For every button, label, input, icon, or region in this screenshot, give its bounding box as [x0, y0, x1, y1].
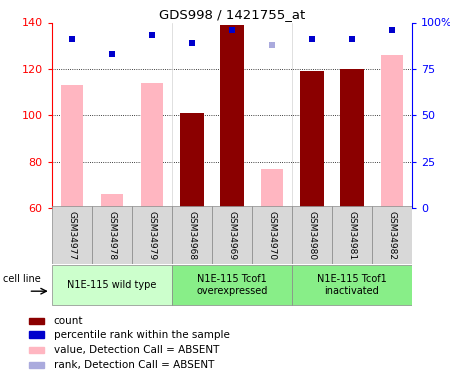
- Text: GSM34980: GSM34980: [307, 211, 316, 260]
- Bar: [29, 318, 45, 324]
- Text: GSM34982: GSM34982: [387, 211, 396, 260]
- Text: GSM34981: GSM34981: [347, 211, 356, 260]
- Text: value, Detection Call = ABSENT: value, Detection Call = ABSENT: [54, 345, 219, 355]
- Text: count: count: [54, 316, 83, 326]
- Bar: [52, 265, 172, 305]
- Bar: [332, 206, 372, 264]
- Bar: [92, 206, 132, 264]
- Bar: [101, 194, 123, 208]
- Bar: [29, 332, 45, 338]
- Bar: [300, 71, 324, 208]
- Bar: [29, 346, 45, 353]
- Text: GSM34979: GSM34979: [147, 211, 156, 260]
- Bar: [252, 206, 292, 264]
- Bar: [172, 206, 212, 264]
- Bar: [52, 206, 92, 264]
- Bar: [220, 25, 244, 208]
- Bar: [261, 169, 283, 208]
- Text: GSM34969: GSM34969: [227, 211, 236, 260]
- Text: GSM34978: GSM34978: [107, 211, 116, 260]
- Bar: [141, 83, 163, 208]
- Text: N1E-115 wild type: N1E-115 wild type: [67, 280, 157, 290]
- Bar: [212, 206, 252, 264]
- Bar: [292, 265, 412, 305]
- Text: N1E-115 Tcof1
overexpressed: N1E-115 Tcof1 overexpressed: [196, 274, 267, 296]
- Bar: [172, 265, 292, 305]
- Bar: [292, 206, 332, 264]
- Bar: [381, 55, 403, 208]
- Bar: [372, 206, 412, 264]
- Text: N1E-115 Tcof1
inactivated: N1E-115 Tcof1 inactivated: [317, 274, 387, 296]
- Text: GSM34970: GSM34970: [267, 211, 276, 260]
- Text: percentile rank within the sample: percentile rank within the sample: [54, 330, 230, 339]
- Text: GSM34968: GSM34968: [187, 211, 196, 260]
- Text: GSM34977: GSM34977: [67, 211, 76, 260]
- Bar: [180, 113, 204, 208]
- Bar: [132, 206, 172, 264]
- Text: rank, Detection Call = ABSENT: rank, Detection Call = ABSENT: [54, 360, 214, 370]
- Title: GDS998 / 1421755_at: GDS998 / 1421755_at: [158, 8, 305, 21]
- Text: cell line: cell line: [3, 274, 40, 284]
- Bar: [61, 85, 83, 208]
- Bar: [340, 69, 364, 208]
- Bar: [29, 362, 45, 368]
